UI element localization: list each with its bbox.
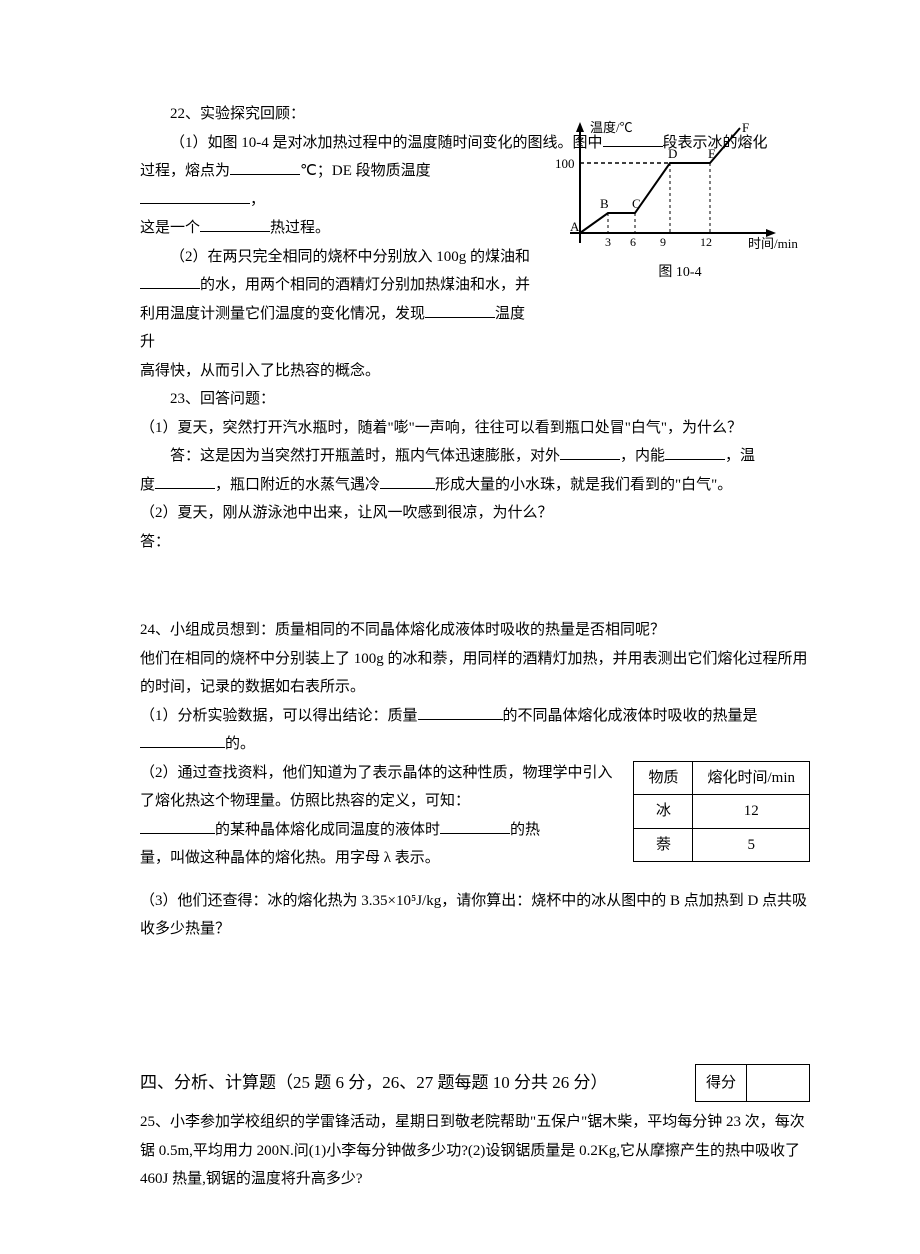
text: 的某种晶体熔化成同温度的液体时	[215, 822, 440, 838]
y-axis-label: 温度/℃	[590, 120, 633, 135]
blank[interactable]	[140, 273, 200, 289]
pt-F: F	[742, 120, 749, 135]
blank[interactable]	[665, 444, 725, 460]
blank[interactable]	[140, 188, 250, 204]
heating-curve-chart: 温度/℃ 时间/min 100 3 6 9 12 A B C D E F	[550, 118, 810, 258]
col-substance: 物质	[634, 761, 693, 795]
text: ℃；DE 段物质温度	[300, 163, 431, 179]
blank[interactable]	[418, 704, 503, 720]
blank[interactable]	[140, 732, 225, 748]
cell: 萘	[634, 828, 693, 862]
q23-heading: 23、回答问题：	[140, 385, 810, 414]
q24-row: （2）通过查找资料，他们知道为了表示晶体的这种性质，物理学中引入了熔化热这个物理…	[140, 759, 810, 873]
xtick-12: 12	[700, 235, 712, 249]
pt-D: D	[668, 146, 677, 161]
text: （1）分析实验数据，可以得出结论：质量	[140, 708, 418, 724]
q22-line6: 利用温度计测量它们温度的变化情况，发现温度升	[140, 300, 530, 357]
blank[interactable]	[200, 216, 270, 232]
y-tick-100: 100	[555, 156, 575, 171]
blank[interactable]	[140, 818, 215, 834]
q24-p4: （2）通过查找资料，他们知道为了表示晶体的这种性质，物理学中引入了熔化热这个物理…	[140, 759, 621, 816]
q22-line3: 这是一个 热过程。	[140, 214, 530, 243]
q22-line2: 过程，熔点为 ℃；DE 段物质温度 ，	[140, 157, 530, 214]
xtick-6: 6	[630, 235, 636, 249]
melting-time-table: 物质 熔化时间/min 冰 12 萘 5	[633, 761, 810, 863]
blank[interactable]	[230, 159, 300, 175]
q24-p7: （3）他们还查得：冰的熔化热为 3.35×10⁵J/kg，请你算出：烧杯中的冰从…	[140, 887, 810, 944]
score-label: 得分	[696, 1065, 747, 1102]
text: 热过程。	[270, 220, 330, 236]
text: （1）如图 10-4 是对冰加热过程中的温度随时间变化的图线。图中	[170, 135, 603, 151]
text: 的水，用两个相同的酒精灯分别加热煤油和水，并	[200, 277, 530, 293]
pt-C: C	[632, 196, 641, 211]
score-value[interactable]	[747, 1065, 809, 1102]
q25-text: 25、小李参加学校组织的学雷锋活动，星期日到敬老院帮助"五保户"锯木柴，平均每分…	[140, 1108, 810, 1194]
q23-p3: 度 ，瓶口附近的水蒸气遇冷 形成大量的小水珠，就是我们看到的"白气"。	[140, 471, 810, 500]
q24-p5: 的某种晶体熔化成同温度的液体时 的热	[140, 816, 621, 845]
q24-p3: （1）分析实验数据，可以得出结论：质量 的不同晶体熔化成液体时吸收的热量是	[140, 702, 810, 731]
text: 的热	[510, 822, 540, 838]
table-row: 冰 12	[634, 795, 810, 829]
q24-p6: 量，叫做这种晶体的熔化热。用字母 λ 表示。	[140, 844, 621, 873]
blank[interactable]	[440, 818, 510, 834]
table-row: 物质 熔化时间/min	[634, 761, 810, 795]
pt-A: A	[570, 219, 580, 234]
figure-10-4: 温度/℃ 时间/min 100 3 6 9 12 A B C D E F	[550, 118, 810, 287]
blank[interactable]	[560, 444, 620, 460]
pt-E: E	[708, 146, 716, 161]
q23-p4: （2）夏天，刚从游泳池中出来，让风一吹感到很凉，为什么？	[140, 499, 810, 528]
question-22: 22、实验探究回顾： （1）如图 10-4 是对冰加热过程中的温度随时间变化的图…	[140, 100, 810, 385]
table-row: 萘 5	[634, 828, 810, 862]
cell: 12	[693, 795, 810, 829]
q24-p1: 24、小组成员想到：质量相同的不同晶体熔化成液体时吸收的热量是否相同呢？	[140, 616, 810, 645]
cell: 冰	[634, 795, 693, 829]
text: 这是一个	[140, 220, 200, 236]
q24-p2: 他们在相同的烧杯中分别装上了 100g 的冰和萘，用同样的酒精灯加热，并用表测出…	[140, 645, 810, 702]
blank[interactable]	[380, 473, 435, 489]
text: 利用温度计测量它们温度的变化情况，发现	[140, 306, 425, 322]
text: 过程，熔点为	[140, 163, 230, 179]
text: ，温	[725, 448, 755, 464]
blank[interactable]	[155, 473, 215, 489]
xtick-3: 3	[605, 235, 611, 249]
blank[interactable]	[425, 302, 495, 318]
text: 答：这是因为当突然打开瓶盖时，瓶内气体迅速膨胀，对外	[170, 448, 560, 464]
section-4-header: 四、分析、计算题（25 题 6 分，26、27 题每题 10 分共 26 分） …	[140, 1064, 810, 1103]
text: 的。	[225, 736, 255, 752]
xtick-9: 9	[660, 235, 666, 249]
text: ，内能	[620, 448, 665, 464]
text: 的不同晶体熔化成液体时吸收的热量是	[503, 708, 758, 724]
text: ，瓶口附近的水蒸气遇冷	[215, 477, 380, 493]
score-box: 得分	[695, 1064, 810, 1103]
figure-caption: 图 10-4	[550, 260, 810, 287]
text: 度	[140, 477, 155, 493]
q22-line5: 的水，用两个相同的酒精灯分别加热煤油和水，并	[140, 271, 530, 300]
pt-B: B	[600, 196, 609, 211]
text: ，	[250, 192, 265, 208]
q22-line4: （2）在两只完全相同的烧杯中分别放入 100g 的煤油和	[140, 243, 530, 272]
x-axis-label: 时间/min	[748, 236, 798, 251]
q22-line7: 高得快，从而引入了比热容的概念。	[140, 357, 530, 386]
col-time: 熔化时间/min	[693, 761, 810, 795]
q23-p5: 答：	[140, 528, 810, 557]
cell: 5	[693, 828, 810, 862]
q23-p2: 答：这是因为当突然打开瓶盖时，瓶内气体迅速膨胀，对外 ，内能 ，温	[140, 442, 810, 471]
q23-p1: （1）夏天，突然打开汽水瓶时，随着"嘭"一声响，往往可以看到瓶口处冒"白气"，为…	[140, 414, 810, 443]
text: 形成大量的小水珠，就是我们看到的"白气"。	[435, 477, 732, 493]
q24-p3c: 的。	[140, 730, 810, 759]
section-4-title: 四、分析、计算题（25 题 6 分，26、27 题每题 10 分共 26 分）	[140, 1067, 608, 1099]
